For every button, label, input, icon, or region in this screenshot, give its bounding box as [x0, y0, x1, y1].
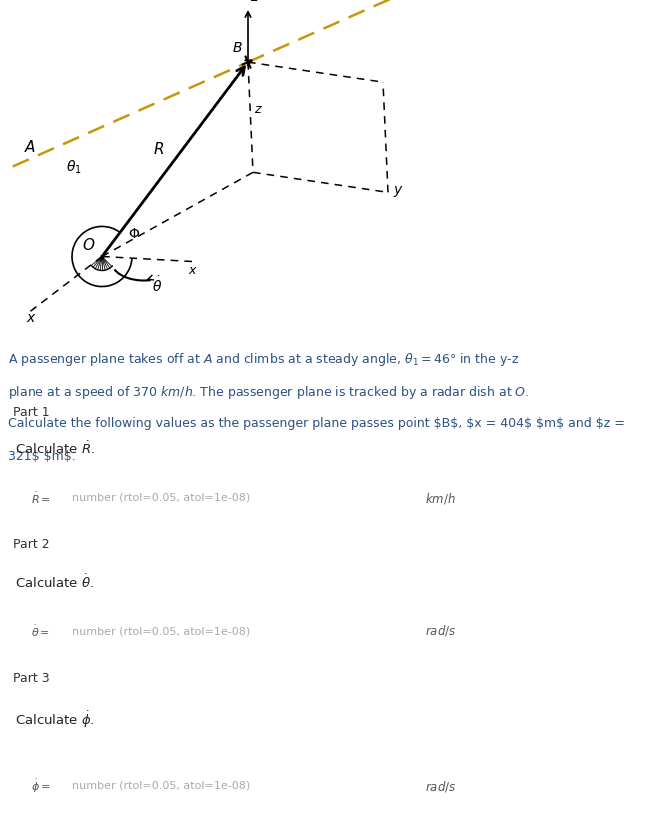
Text: $\dot{R}=$: $\dot{R}=$	[31, 490, 50, 506]
Text: Part 1: Part 1	[13, 406, 50, 419]
Text: $\dot{\phi}=$: $\dot{\phi}=$	[31, 778, 50, 795]
Text: $\Phi$: $\Phi$	[128, 228, 140, 242]
Text: number (rtol=0.05, atol=1e-08): number (rtol=0.05, atol=1e-08)	[72, 493, 250, 503]
Text: $rad/s$: $rad/s$	[425, 778, 456, 793]
Text: $km/h$: $km/h$	[425, 490, 456, 505]
Text: number (rtol=0.05, atol=1e-08): number (rtol=0.05, atol=1e-08)	[72, 626, 250, 636]
Text: Calculate the following values as the passenger plane passes point $B$, $x = 404: Calculate the following values as the pa…	[8, 418, 625, 430]
Text: $B$: $B$	[232, 41, 243, 55]
Text: ?: ?	[479, 779, 486, 792]
Text: plane at a speed of 370 $km/h$. The passenger plane is tracked by a radar dish a: plane at a speed of 370 $km/h$. The pass…	[8, 384, 529, 401]
Text: A passenger plane takes off at $A$ and climbs at a steady angle, $\theta_1 = 46°: A passenger plane takes off at $A$ and c…	[8, 351, 519, 368]
Text: $z$: $z$	[250, 0, 260, 4]
Text: Calculate $\dot{\phi}$.: Calculate $\dot{\phi}$.	[15, 709, 95, 730]
Text: Calculate $\dot{R}$.: Calculate $\dot{R}$.	[15, 440, 95, 457]
Text: ?: ?	[479, 491, 486, 504]
Text: $z$: $z$	[254, 103, 263, 116]
Text: ?: ?	[479, 624, 486, 637]
Text: $\dot{\theta}$: $\dot{\theta}$	[152, 275, 162, 295]
Text: $R$: $R$	[153, 141, 164, 157]
Text: $\dot{\theta}=$: $\dot{\theta}=$	[31, 623, 50, 639]
Text: Calculate $\dot{\theta}$.: Calculate $\dot{\theta}$.	[15, 573, 94, 591]
Text: $O$: $O$	[82, 237, 95, 254]
Text: 321$ $m$.: 321$ $m$.	[8, 450, 76, 463]
Text: Part 3: Part 3	[13, 672, 50, 685]
Text: $\theta_1$: $\theta_1$	[66, 158, 82, 175]
Text: $x$: $x$	[26, 311, 37, 325]
Text: number (rtol=0.05, atol=1e-08): number (rtol=0.05, atol=1e-08)	[72, 781, 250, 791]
Text: $A$: $A$	[24, 140, 36, 155]
Text: $x$: $x$	[188, 264, 198, 277]
Text: $y$: $y$	[393, 184, 404, 199]
Text: $rad/s$: $rad/s$	[425, 623, 456, 638]
Text: Part 2: Part 2	[13, 539, 50, 552]
